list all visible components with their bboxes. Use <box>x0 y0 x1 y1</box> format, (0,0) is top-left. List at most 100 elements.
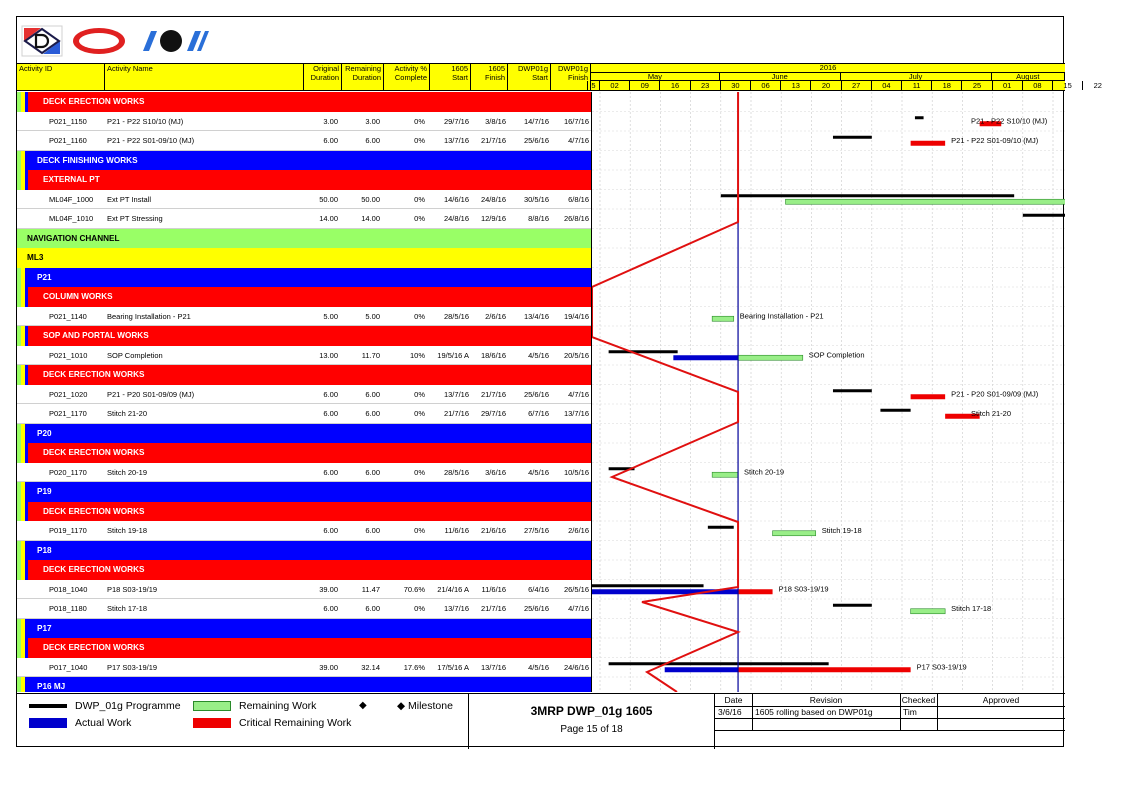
group-band[interactable]: NAVIGATION CHANNEL <box>17 228 591 248</box>
activity-row[interactable]: ML04F_1000 Ext PT Install 50.00 50.00 0% 14/6… <box>17 189 591 209</box>
cell-pct: 0% <box>414 467 425 477</box>
header-activity-pct[interactable]: Activity % Complete <box>384 64 430 90</box>
activity-row[interactable]: P020_1170 Stitch 20-19 6.00 6.00 0% 28/5/16 3/… <box>17 462 591 482</box>
header-dwp-finish[interactable]: DWP01g Finish <box>551 64 591 90</box>
group-band[interactable]: P19 <box>27 482 591 502</box>
activity-row[interactable]: P019_1170 Stitch 19-18 6.00 6.00 0% 11/6/16 21… <box>17 521 591 541</box>
cell-rd: 6.00 <box>365 136 380 145</box>
title-block-title: 3MRP DWP_01g 1605 <box>530 704 653 718</box>
cell-id: P018_1040 <box>49 584 88 594</box>
header-activity-id[interactable]: Activity ID <box>17 64 105 90</box>
cell-name: P21 - P22 S01-09/10 (MJ) <box>107 136 195 145</box>
programme-bar <box>832 135 872 139</box>
legend-critical-swatch <box>193 718 231 728</box>
header-remaining-duration[interactable]: Remaining Duration <box>342 64 384 90</box>
group-band[interactable]: DECK ERECTION WORKS <box>31 560 591 580</box>
cell-od: 3.00 <box>323 116 338 126</box>
group-band[interactable]: P16 MJ <box>27 677 591 692</box>
header-activity-name[interactable]: Activity Name <box>105 64 304 90</box>
activity-row[interactable]: P018_1040 P18 S03-19/19 39.00 11.47 70.6% 21/… <box>17 579 591 599</box>
critical-bar <box>979 121 1002 127</box>
group-band[interactable]: DECK ERECTION WORKS <box>31 92 591 112</box>
cell-pct: 0% <box>414 194 425 204</box>
legend-remaining-swatch <box>193 701 231 711</box>
group-band[interactable]: SOP AND PORTAL WORKS <box>31 326 591 346</box>
cell-f: 2/6/16 <box>485 311 506 321</box>
activity-row[interactable]: ML04F_1010 Ext PT Stressing 14.00 14.00 0% 24… <box>17 209 591 229</box>
group-band[interactable]: ML3 <box>17 248 591 268</box>
activity-row[interactable]: P018_1180 Stitch 17-18 6.00 6.00 0% 13/7/16 21… <box>17 599 591 619</box>
timescale-week: 13 <box>780 81 810 90</box>
cell-ds: 6/7/16 <box>528 409 549 418</box>
vsl-logo <box>143 30 209 52</box>
group-band[interactable]: DECK ERECTION WORKS <box>31 501 591 521</box>
header-finish-1605[interactable]: 1605 Finish <box>471 64 508 90</box>
cell-s: 21/4/16 A <box>437 584 469 594</box>
activity-row[interactable]: P021_1160 P21 - P22 S01-09/10 (MJ) 6.00 6.0… <box>17 131 591 151</box>
timescale-week: 25 <box>961 81 991 90</box>
group-band[interactable]: DECK ERECTION WORKS <box>31 638 591 658</box>
timescale-week: 11 <box>901 81 931 90</box>
legend-milestone-label: ◆ Milestone <box>397 700 453 712</box>
programme-bar <box>707 525 734 529</box>
cell-df: 4/7/16 <box>568 604 589 613</box>
rev-header-date: Date <box>724 695 743 705</box>
cell-f: 12/9/16 <box>480 214 506 223</box>
group-band[interactable]: P17 <box>27 618 591 638</box>
cell-od: 39.00 <box>319 584 338 594</box>
timescale-year: 2016 <box>591 64 1065 73</box>
cell-id: ML04F_1000 <box>49 194 94 204</box>
cell-df: 16/7/16 <box>563 116 589 126</box>
activity-row[interactable]: P021_1150 P21 - P22 S10/10 (MJ) 3.00 3.00 0%… <box>17 111 591 131</box>
header-original-duration[interactable]: Original Duration <box>304 64 342 90</box>
group-band[interactable]: DECK FINISHING WORKS <box>27 150 591 170</box>
cell-ds: 25/6/16 <box>523 604 549 613</box>
remaining-bar <box>711 315 735 322</box>
activity-row[interactable]: P021_1020 P21 - P20 S01-09/09 (MJ) 6.00 6.0… <box>17 384 591 404</box>
group-band[interactable]: P21 <box>27 267 591 287</box>
group-band[interactable]: P20 <box>27 423 591 443</box>
cell-f: 29/7/16 <box>480 409 506 418</box>
timescale-week: 5 <box>587 81 599 90</box>
critical-bar <box>738 589 773 595</box>
cell-f: 24/8/16 <box>480 194 506 204</box>
cell-ds: 30/5/16 <box>523 194 549 204</box>
group-band[interactable]: DECK ERECTION WORKS <box>31 443 591 463</box>
activity-row[interactable]: P021_1010 SOP Completion 13.00 11.70 10% 19/5… <box>17 345 591 365</box>
cell-df: 13/7/16 <box>563 409 589 418</box>
cell-ds: 4/5/16 <box>528 662 549 672</box>
cell-od: 6.00 <box>323 409 338 418</box>
cell-pct: 0% <box>414 116 425 126</box>
group-band[interactable]: COLUMN WORKS <box>31 287 591 307</box>
programme-bar <box>880 408 911 412</box>
cell-name: P18 S03-19/19 <box>107 584 158 594</box>
cell-df: 4/7/16 <box>568 389 589 399</box>
cell-pct: 0% <box>414 604 425 613</box>
remaining-bar <box>772 530 817 537</box>
activity-row[interactable]: P021_1170 Stitch 21-20 6.00 6.00 0% 21/7/16 29… <box>17 404 591 424</box>
cell-name: Stitch 17-18 <box>107 604 148 613</box>
activity-row[interactable]: P021_1140 Bearing Installation - P21 5.00 5… <box>17 306 591 326</box>
group-band-label: SOP AND PORTAL WORKS <box>43 331 149 340</box>
logo-strip <box>19 23 219 59</box>
group-band[interactable]: P18 <box>27 540 591 560</box>
cell-df: 19/4/16 <box>563 311 589 321</box>
gantt-bar-label: Stitch 19-18 <box>822 526 862 535</box>
group-band[interactable]: EXTERNAL PT <box>31 170 591 190</box>
activity-row[interactable]: P017_1040 P17 S03-19/19 39.00 32.14 17.6% 17/… <box>17 657 591 677</box>
group-band-label: DECK ERECTION WORKS <box>43 448 145 457</box>
cell-df: 4/7/16 <box>568 136 589 145</box>
activity-table: DECK ERECTION WORKS P021_1150 P21 - P22 S1… <box>17 92 591 692</box>
gantt-bar-label: P21 - P22 S10/10 (MJ) <box>971 116 1048 125</box>
group-band[interactable]: DECK ERECTION WORKS <box>31 365 591 385</box>
header-dwp-start[interactable]: DWP01g Start <box>508 64 551 90</box>
header-start-1605[interactable]: 1605 Start <box>430 64 471 90</box>
rev-cell-revision: 1605 rolling based on DWP01g <box>755 707 873 717</box>
critical-bar <box>738 667 911 673</box>
programme-bar <box>1022 213 1065 217</box>
cell-od: 6.00 <box>323 467 338 477</box>
cell-pct: 10% <box>409 350 425 360</box>
cell-ds: 13/4/16 <box>523 311 549 321</box>
cell-df: 24/6/16 <box>563 662 589 672</box>
group-band-label: DECK ERECTION WORKS <box>43 370 145 379</box>
